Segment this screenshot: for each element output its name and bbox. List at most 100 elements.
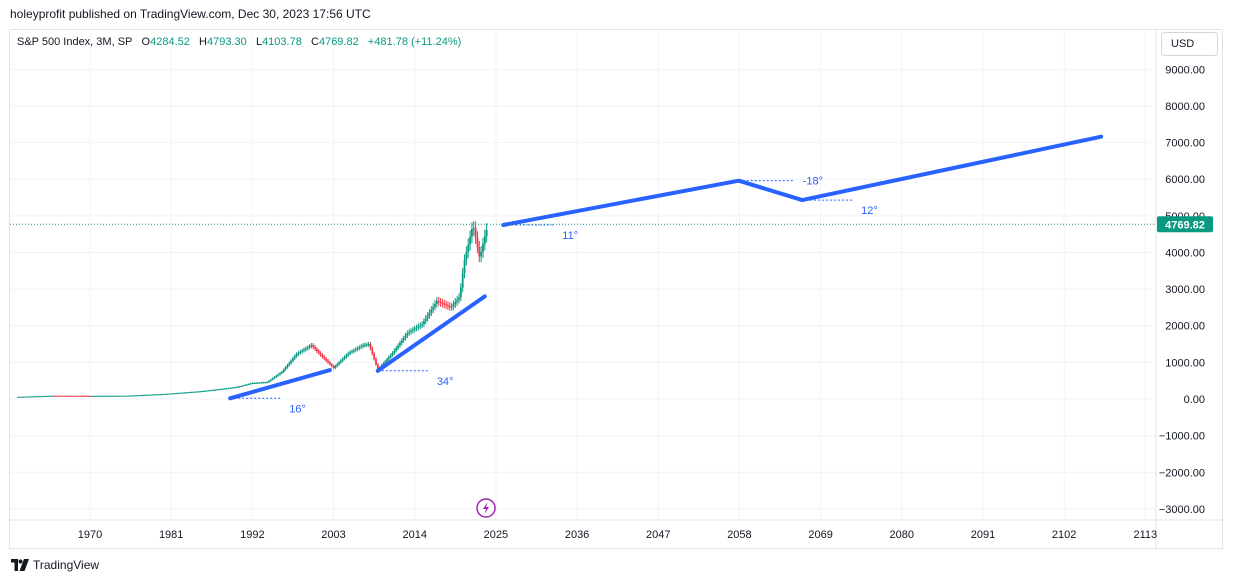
price-candle: [450, 306, 453, 308]
price-candle: [273, 377, 276, 379]
trendline[interactable]: [228, 368, 332, 401]
price-candle: [212, 389, 215, 391]
price-candle: [256, 382, 259, 384]
price-candle: [437, 301, 440, 303]
price-candle: [472, 228, 475, 230]
current-price-tag: [1157, 216, 1213, 233]
y-tick-label: 7000.00: [1165, 138, 1205, 150]
price-candle: [338, 362, 340, 365]
price-candle: [102, 395, 104, 397]
legend: S&P 500 Index, 3M, SP O4284.52 H4793.30 …: [17, 36, 461, 48]
price-candle: [59, 395, 62, 397]
price-candle: [458, 297, 460, 300]
price-candle: [301, 350, 304, 352]
price-candle: [181, 392, 184, 394]
price-candle: [63, 395, 66, 397]
price-candle: [131, 395, 134, 397]
x-tick-label: 2025: [484, 529, 508, 541]
trendline[interactable]: [501, 134, 1104, 227]
price-candle: [430, 309, 433, 313]
chart-frame[interactable]: [9, 29, 1223, 549]
price-candle: [269, 379, 272, 381]
x-tick-label: 2058: [727, 529, 751, 541]
price-candle: [218, 389, 221, 391]
price-candle: [373, 353, 376, 360]
price-candle: [349, 352, 352, 354]
trendline[interactable]: [375, 294, 487, 373]
price-candle: [26, 396, 29, 398]
price-candle: [328, 362, 331, 365]
price-candle: [400, 340, 403, 344]
price-candle: [245, 384, 248, 386]
price-candle: [122, 395, 125, 397]
x-tick-label: 1981: [159, 529, 183, 541]
price-candle: [362, 345, 364, 347]
price-candle: [155, 394, 158, 396]
legend-high-label: H: [199, 36, 207, 48]
price-candle: [44, 395, 47, 397]
price-candle: [262, 382, 265, 384]
price-candle: [393, 350, 396, 353]
legend-symbol: S&P 500 Index, 3M, SP: [17, 36, 133, 48]
price-candle: [421, 324, 423, 326]
price-candle: [471, 229, 473, 237]
price-candle: [111, 395, 114, 397]
price-candle: [28, 396, 31, 398]
legend-open: 4284.52: [150, 36, 190, 48]
currency-button[interactable]: USD: [1161, 32, 1218, 56]
price-tag: 4769.82: [10, 216, 1213, 233]
x-tick-label: 2080: [890, 529, 914, 541]
price-candle: [105, 395, 108, 397]
price-candle: [443, 303, 446, 305]
price-candle: [347, 353, 350, 356]
y-axis[interactable]: 9000.008000.007000.006000.005000.004000.…: [1155, 30, 1205, 549]
price-candle: [205, 390, 208, 392]
price-candle: [238, 386, 241, 388]
price-candle: [107, 395, 110, 397]
price-candle: [42, 396, 45, 398]
price-candle: [48, 395, 51, 397]
price-candle: [98, 395, 101, 397]
price-candle: [376, 364, 379, 370]
price-candle: [161, 394, 163, 396]
price-candle: [469, 236, 471, 245]
x-axis[interactable]: 1970 1981 1992 2003 2014 2025 2036 2047 2058 2069…: [10, 519, 1222, 541]
price-candle: [428, 312, 431, 316]
price-candle: [35, 396, 38, 398]
price-candle: [297, 352, 300, 354]
price-candle: [404, 335, 407, 339]
price-candle: [103, 395, 106, 397]
price-candle: [85, 395, 88, 397]
price-candle: [233, 387, 235, 389]
price-candle: [50, 395, 53, 397]
price-candle: [197, 391, 200, 393]
price-candle: [282, 369, 285, 372]
price-candle: [485, 230, 488, 236]
price-candle: [260, 382, 263, 384]
price-candle: [188, 392, 191, 394]
tradingview-logo-icon: [11, 559, 29, 571]
y-tick-label: 6000.00: [1165, 174, 1205, 186]
grid: [10, 30, 1156, 520]
price-candle: [375, 359, 377, 365]
y-tick-label: −3000.00: [1159, 504, 1205, 516]
price-candle: [196, 391, 198, 393]
price-candle: [144, 394, 147, 396]
angle-label: 11°: [562, 230, 578, 242]
lightning-icon[interactable]: [476, 498, 496, 518]
price-candle: [341, 358, 344, 361]
price-candle: [94, 395, 97, 397]
x-tick-label: 2003: [321, 529, 345, 541]
price-candle: [234, 387, 237, 389]
price-candle: [227, 388, 230, 390]
price-candle: [413, 328, 416, 330]
price-candle: [474, 228, 477, 238]
price-candle: [308, 346, 311, 348]
trendlines[interactable]: [228, 134, 1104, 401]
price-candle: [483, 235, 486, 244]
price-candle: [264, 382, 267, 384]
brand-name: TradingView: [33, 558, 100, 572]
price-candle: [126, 395, 128, 397]
price-candle: [118, 395, 121, 397]
